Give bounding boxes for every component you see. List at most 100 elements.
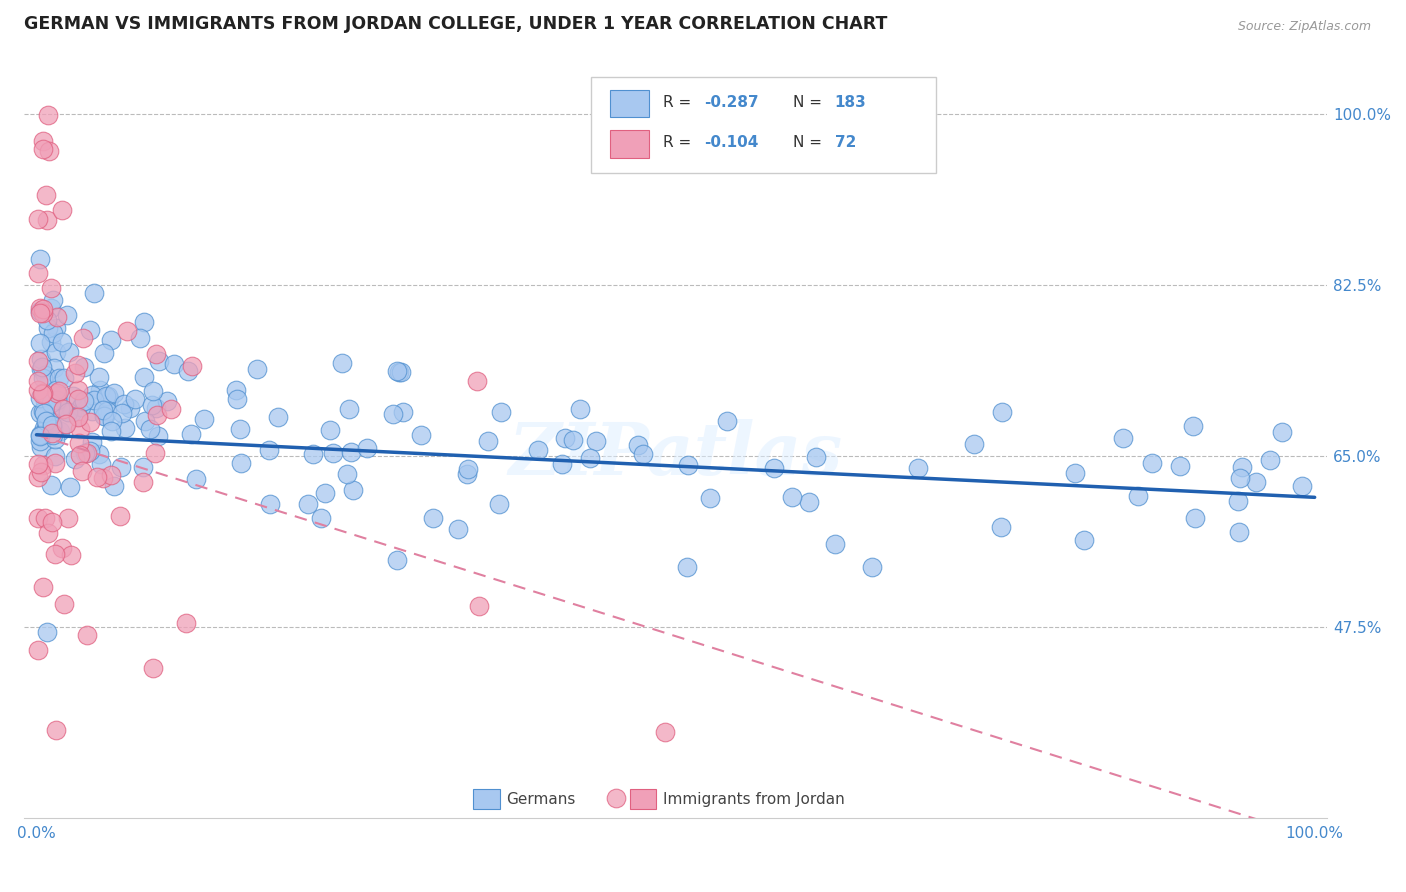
Point [39,395,62,409]
Point [1126,489,1149,503]
Point [356,441,378,455]
Point [30,352,52,367]
Point [27,383,49,397]
Point [228,422,250,436]
Point [72,393,94,408]
Point [32,385,55,400]
Point [89,384,111,398]
Point [654,725,676,739]
Point [80,434,103,449]
Point [336,467,359,481]
Point [73,393,96,408]
Point [48,384,70,398]
Point [148,429,170,443]
Point [46,310,69,324]
Point [1073,533,1095,548]
Point [447,522,470,536]
Point [860,559,883,574]
Text: N =: N = [793,135,827,150]
Point [568,401,591,416]
Point [193,412,215,426]
Point [799,495,821,509]
Point [42,422,65,436]
Point [44,456,66,470]
Point [73,359,96,374]
Point [89,369,111,384]
Point [114,421,136,435]
FancyBboxPatch shape [610,130,650,158]
Point [176,364,198,378]
Point [297,497,319,511]
Point [51,202,73,217]
Point [1229,471,1251,485]
Point [30,434,52,448]
Point [27,643,49,657]
Point [411,428,433,442]
Point [38,144,60,158]
Point [332,356,354,370]
Point [93,346,115,360]
Point [41,401,63,416]
Point [93,471,115,485]
Point [66,358,89,372]
Point [58,405,80,419]
Point [342,483,364,497]
Text: ZIPatlas: ZIPatlas [509,419,842,491]
Point [112,397,135,411]
Point [551,457,574,471]
Point [229,456,252,470]
Point [39,335,62,350]
Point [477,434,499,449]
Point [45,723,67,737]
Point [55,308,77,322]
Point [145,401,167,415]
Point [69,422,91,436]
Point [319,423,342,437]
Point [142,661,165,675]
Point [63,451,86,466]
Point [1184,511,1206,525]
Point [59,480,82,494]
Point [58,345,80,359]
Point [67,392,90,406]
Point [82,404,104,418]
Point [35,414,58,428]
Point [52,371,75,385]
Point [131,475,153,489]
Point [180,427,202,442]
Point [385,553,408,567]
Point [1270,425,1292,439]
Point [42,361,65,376]
Point [143,446,166,460]
Point [1291,479,1313,493]
Point [267,409,290,424]
Point [31,580,53,594]
Point [246,361,269,376]
FancyBboxPatch shape [610,90,650,118]
Point [387,364,409,378]
Point [1181,418,1204,433]
Point [76,628,98,642]
Point [391,404,413,418]
Point [631,447,654,461]
Point [381,407,404,421]
Point [38,404,60,418]
Text: R =: R = [662,135,696,150]
Point [28,306,51,320]
Point [804,450,827,464]
Point [134,314,156,328]
Point [990,404,1012,418]
Point [138,422,160,436]
Text: R =: R = [662,95,696,110]
Text: N =: N = [793,95,827,110]
Point [67,409,90,424]
Point [45,345,67,359]
Point [337,402,360,417]
Point [37,108,59,122]
Point [45,383,67,397]
Point [76,445,98,459]
Point [30,252,52,267]
Point [66,384,89,398]
Point [990,520,1012,534]
Point [676,458,699,472]
